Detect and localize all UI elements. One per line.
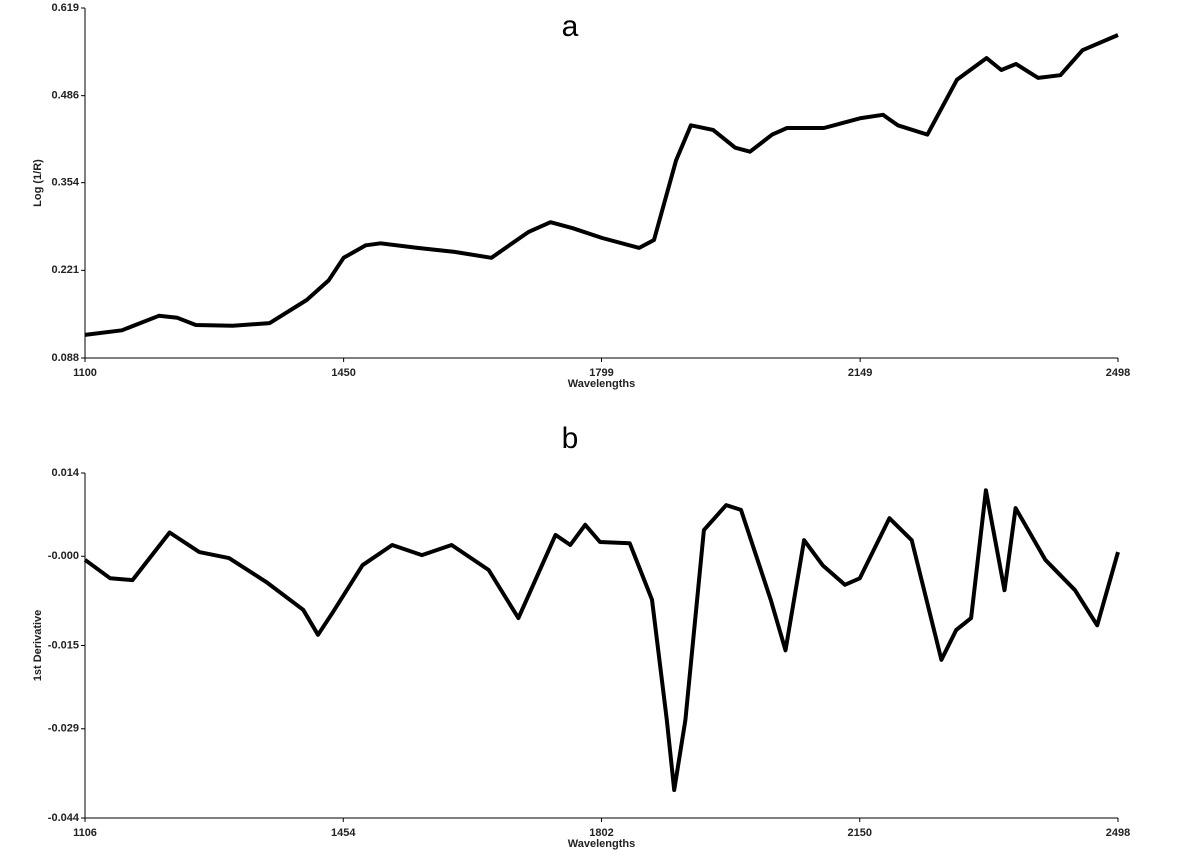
- x-tick-label: 2498: [1106, 367, 1130, 379]
- x-tick-label: 1106: [73, 827, 97, 839]
- y-tick-label: 0.088: [51, 352, 79, 364]
- x-axis-label: Wavelengths: [568, 838, 635, 850]
- y-tick-label: 0.014: [51, 467, 79, 479]
- y-tick-label: -0.029: [48, 723, 79, 735]
- y-tick-label: 0.354: [51, 177, 79, 189]
- y-tick-label: 0.486: [51, 90, 79, 102]
- y-tick-label: 0.619: [51, 2, 79, 14]
- spectrum-line: [84, 33, 1119, 337]
- x-tick-label: 1100: [73, 367, 97, 379]
- x-tick-label: 2498: [1106, 827, 1130, 839]
- y-tick-label: 0.221: [51, 264, 79, 276]
- panel-title: b: [562, 422, 579, 455]
- x-tick-label: 2150: [848, 827, 872, 839]
- panel-title: a: [562, 10, 579, 43]
- x-tick-label: 1450: [331, 367, 355, 379]
- y-axis-label: Log (1/R): [32, 159, 44, 207]
- x-tick-label: 1454: [331, 827, 356, 839]
- y-tick-label: -0.015: [48, 639, 79, 651]
- x-axis-label: Wavelengths: [568, 378, 635, 390]
- spectrum-line: [83, 488, 1120, 792]
- x-tick-label: 2149: [848, 367, 872, 379]
- y-axis-label: 1st Derivative: [32, 610, 44, 682]
- x-tick-label: 1799: [589, 367, 613, 379]
- y-tick-label: -0.044: [48, 812, 80, 824]
- y-tick-label: -0.000: [48, 550, 79, 562]
- x-tick-label: 1802: [589, 827, 613, 839]
